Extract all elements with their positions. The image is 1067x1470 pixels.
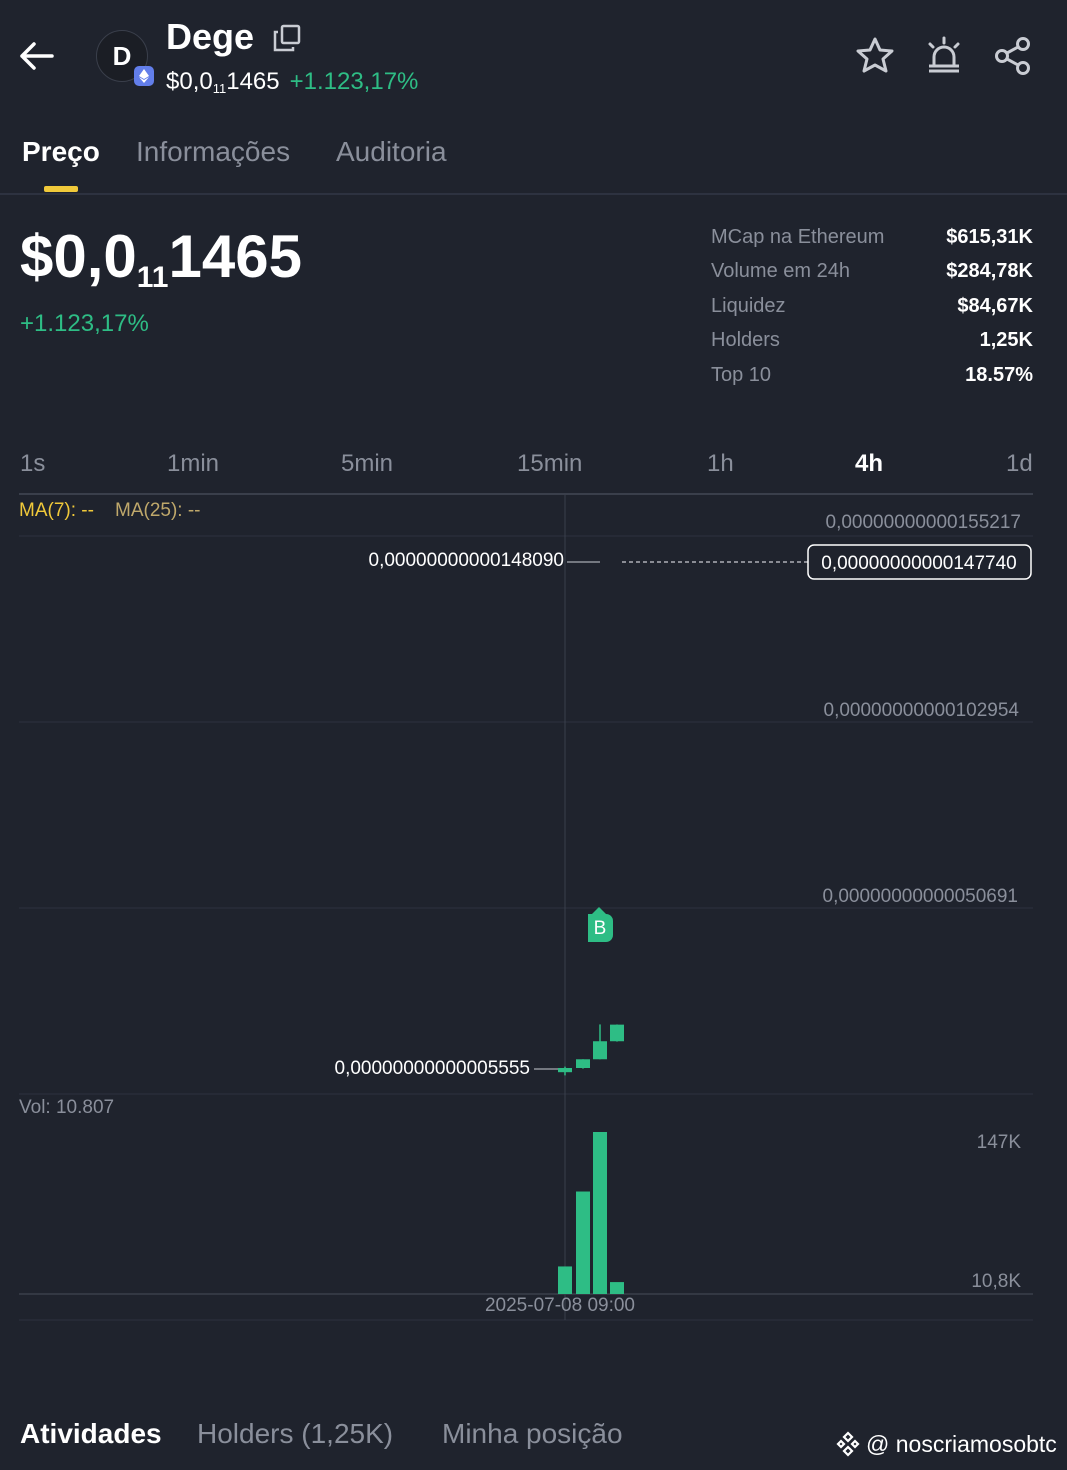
stat-value-liquidity: $84,67K (957, 295, 1033, 317)
tab-minha-posicao[interactable]: Minha posição (442, 1418, 623, 1449)
ethereum-chain-icon (134, 66, 154, 86)
watermark-text: @ noscriamosobtc (866, 1430, 1057, 1457)
interval-15min[interactable]: 15min (517, 450, 583, 477)
token-logo: D (96, 30, 148, 82)
tab-atividades[interactable]: Atividades (20, 1418, 162, 1449)
main-price: $0,0111465 (20, 223, 302, 294)
high-price-label: 0,00000000000148090 (369, 550, 564, 571)
share-icon[interactable] (993, 36, 1033, 76)
tab-preco[interactable]: Preço (22, 136, 100, 167)
stat-value-top10: 18.57% (965, 364, 1033, 386)
interval-1min[interactable]: 1min (167, 450, 220, 477)
main-change: +1.123,17% (20, 310, 149, 337)
token-name: Dege (166, 16, 255, 57)
interval-1d[interactable]: 1d (1006, 450, 1033, 477)
stat-label-holders: Holders (711, 329, 780, 351)
copy-icon[interactable] (271, 22, 303, 54)
tab-informacoes[interactable]: Informações (136, 136, 291, 167)
volume-label: Vol: 10.807 (19, 1097, 114, 1118)
ma7-indicator: MA(7): -- (19, 500, 94, 521)
header-price: $0,0111465 +1.123,17% (166, 68, 419, 96)
candle-body[interactable] (576, 1059, 590, 1069)
buy-marker[interactable]: B (588, 907, 613, 942)
alarm-icon[interactable] (924, 36, 964, 76)
volume-bar (576, 1191, 590, 1294)
active-tab-indicator (44, 186, 78, 192)
binance-icon (836, 1431, 860, 1457)
current-price-label: 0,00000000000147740 (821, 553, 1016, 574)
stat-label-liquidity: Liquidez (711, 295, 786, 317)
back-arrow-icon[interactable] (14, 36, 58, 76)
interval-1h[interactable]: 1h (707, 450, 734, 477)
stat-value-volume: $284,78K (946, 260, 1033, 282)
stat-label-mcap: MCap na Ethereum (711, 226, 885, 248)
candle-body[interactable] (610, 1024, 624, 1042)
star-icon[interactable] (855, 36, 895, 76)
volume-bar (558, 1266, 572, 1294)
tab-auditoria[interactable]: Auditoria (336, 136, 447, 167)
stat-value-holders: 1,25K (979, 329, 1033, 351)
volume-axis-label-bottom: 10,8K (971, 1271, 1021, 1292)
y-axis-label-mid: 0,00000000000102954 (824, 700, 1020, 721)
ma25-indicator: MA(25): -- (115, 500, 201, 521)
y-axis-label-low: 0,00000000000050691 (823, 886, 1018, 907)
stat-value-mcap: $615,31K (946, 226, 1033, 248)
price-chart[interactable]: 0,00000000000155217 0,00000000000102954 … (0, 495, 1067, 1335)
interval-divider (19, 493, 1033, 495)
volume-axis-label-top: 147K (977, 1132, 1022, 1153)
tab-holders[interactable]: Holders (1,25K) (197, 1418, 394, 1449)
tabs-divider (0, 193, 1067, 195)
interval-1s[interactable]: 1s (20, 450, 46, 477)
volume-bar (610, 1282, 624, 1294)
candle-body[interactable] (593, 1041, 607, 1060)
current-price-tag (807, 544, 1032, 580)
token-initial: D (112, 40, 132, 71)
watermark: @ noscriamosobtc (834, 1430, 1057, 1458)
buy-marker-label: B (594, 918, 607, 939)
low-price-label: 0,00000000000005555 (335, 1058, 530, 1079)
header-change: +1.123,17% (289, 68, 419, 95)
stat-label-top10: Top 10 (711, 364, 772, 386)
volume-bar (593, 1132, 607, 1294)
interval-5min[interactable]: 5min (341, 450, 394, 477)
x-axis-time-label: 2025-07-08 09:00 (485, 1295, 635, 1316)
candle-body[interactable] (558, 1068, 572, 1073)
y-axis-label-top: 0,00000000000155217 (826, 512, 1021, 533)
interval-4h[interactable]: 4h (855, 450, 884, 477)
stat-label-volume: Volume em 24h (711, 260, 850, 282)
